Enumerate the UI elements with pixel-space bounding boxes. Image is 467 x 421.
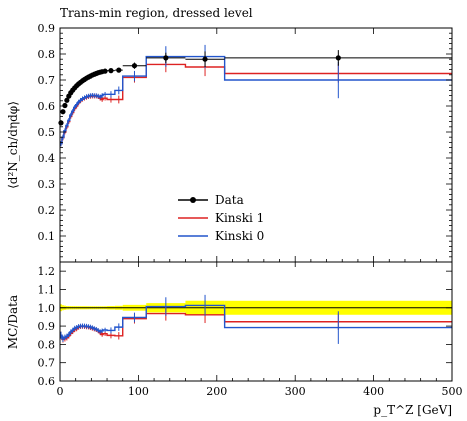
ratio-plot-marks (60, 294, 452, 344)
y-tick-label-bottom-0.6: 0.6 (38, 375, 56, 388)
y-tick-label-top-0.1: 0.1 (38, 230, 56, 243)
x-tick-label-400: 400 (363, 385, 384, 398)
main-plot-frame (59, 27, 453, 263)
y-axis-label-top: ⟨d²N_ch/dηdφ⟩ (6, 101, 20, 189)
y-tick-label-bottom-0.7: 0.7 (38, 357, 56, 370)
y-tick-label-top-0.8: 0.8 (38, 48, 56, 61)
y-tick-label-top-0.7: 0.7 (38, 74, 56, 87)
x-tick-label-0: 0 (57, 385, 64, 398)
ratio-plot-frame (59, 261, 453, 382)
data-point-3 (64, 97, 70, 103)
data-point-27 (202, 56, 208, 62)
main-plot-panel: 0.1 0.2 0.3 0.4 0.5 0.6 0.7 0.8 0.9 (38, 22, 453, 263)
y-tick-label-top-0.3: 0.3 (38, 178, 56, 191)
main-plot-marks (58, 44, 452, 147)
ratio-plot-ticks: 0 100 200 300 400 500 0.6 0.7 0.8 0.9 1.0 1.1 1.2 (38, 262, 463, 398)
x-axis-label: p_T^Z [GeV] (373, 403, 452, 417)
data-point-23 (108, 68, 114, 74)
data-point-1 (60, 109, 66, 115)
x-tick-label-100: 100 (128, 385, 149, 398)
y-tick-label-bottom-1.1: 1.1 (38, 283, 56, 296)
ratio-plot-panel: 0 100 200 300 400 500 0.6 0.7 0.8 0.9 1.0 1.1 1.2 (38, 261, 463, 398)
data-point-2 (62, 102, 68, 109)
y-axis-label-bottom: MC/Data (6, 295, 20, 349)
y-tick-label-top-0.5: 0.5 (38, 126, 56, 139)
chart-title: Trans-min region, dressed level (60, 6, 253, 20)
data-point-22 (102, 68, 108, 74)
legend-label-kinski-0: Kinski 0 (215, 229, 264, 243)
legend-marker-data (190, 197, 196, 203)
y-tick-label-top-0.9: 0.9 (38, 22, 56, 35)
data-point-0 (58, 120, 64, 126)
y-tick-label-bottom-0.8: 0.8 (38, 338, 56, 351)
y-tick-label-bottom-0.9: 0.9 (38, 320, 56, 333)
series-line-kinski-0 (60, 55, 452, 145)
data-point-25 (131, 63, 138, 69)
y-tick-label-top-0.6: 0.6 (38, 100, 56, 113)
series-line-kinski-1 (60, 63, 452, 145)
y-tick-label-top-0.2: 0.2 (38, 204, 56, 217)
data-point-28 (335, 55, 341, 61)
x-tick-label-300: 300 (285, 385, 306, 398)
x-tick-label-200: 200 (206, 385, 227, 398)
legend-label-data: Data (215, 193, 244, 207)
x-tick-label-500: 500 (442, 385, 463, 398)
y-tick-label-bottom-1: 1.0 (38, 302, 56, 315)
data-point-24 (116, 67, 122, 73)
legend-label-kinski-1: Kinski 1 (215, 211, 264, 225)
data-point-26 (163, 55, 169, 61)
y-tick-label-top-0.4: 0.4 (38, 152, 56, 165)
y-tick-label-bottom-1.2: 1.2 (38, 265, 56, 278)
legend: Data Kinski 1 Kinski 0 (178, 193, 264, 243)
